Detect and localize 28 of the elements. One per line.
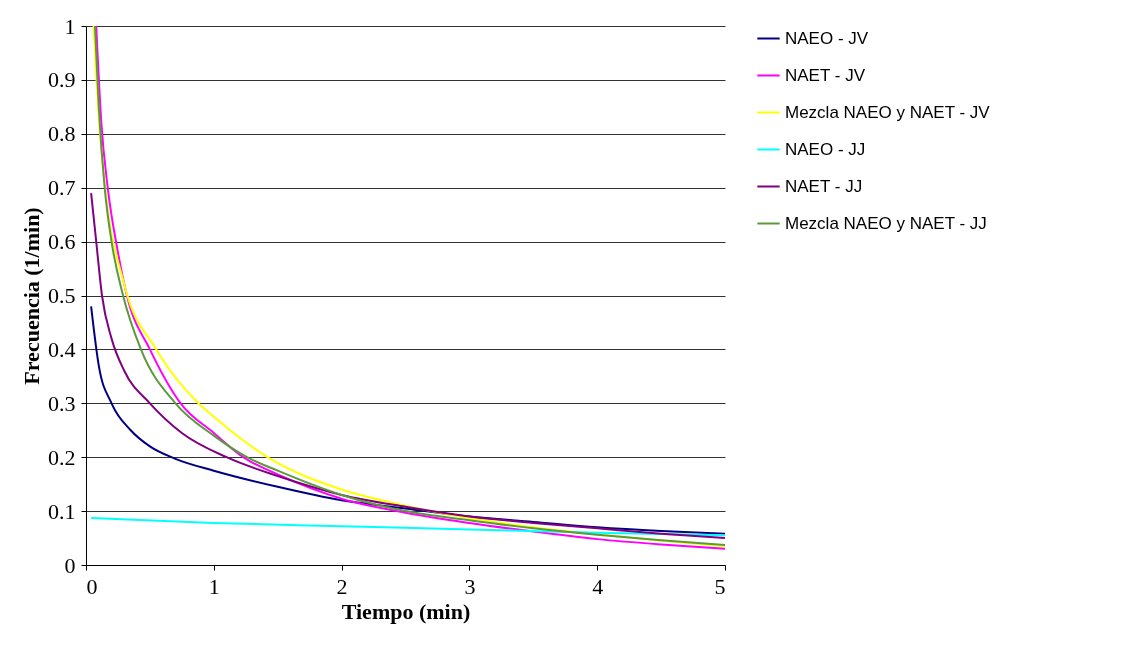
legend-label: Mezcla NAEO y NAET - JV bbox=[785, 102, 991, 122]
x-axis-title: Tiempo (min) bbox=[341, 598, 471, 624]
y-tick-label: 0.4 bbox=[48, 336, 76, 362]
line-series bbox=[90, 305, 726, 535]
line-series bbox=[90, 517, 726, 537]
y-tick-label: 0.2 bbox=[48, 444, 76, 470]
y-tick-label: 0.5 bbox=[48, 283, 76, 308]
y-tick-label: 0.7 bbox=[48, 175, 76, 201]
y-tick-label: 0.1 bbox=[48, 498, 76, 524]
y-tick-label: 0.6 bbox=[48, 229, 76, 255]
y-axis-title: Frecuencia (1/min) bbox=[19, 207, 44, 385]
legend-label: NAET - JJ bbox=[785, 176, 863, 196]
legend-label: NAEO - JV bbox=[785, 28, 869, 48]
y-tick-label: 0.3 bbox=[48, 390, 76, 416]
y-tick-label: 0 bbox=[64, 552, 76, 578]
legend-label: NAEO - JJ bbox=[785, 139, 866, 159]
y-tick-label: 1 bbox=[64, 13, 76, 39]
x-tick-label: 2 bbox=[336, 573, 348, 599]
legend-label: Mezcla NAEO y NAET - JJ bbox=[785, 213, 987, 233]
y-tick-label: 0.9 bbox=[48, 67, 76, 93]
x-tick-label: 4 bbox=[592, 573, 604, 599]
x-tick-label: 0 bbox=[86, 573, 98, 599]
line-series bbox=[90, 192, 726, 540]
y-tick-label: 0.8 bbox=[48, 121, 76, 147]
legend-label: NAET - JV bbox=[785, 65, 866, 85]
x-tick-label: 5 bbox=[714, 573, 726, 599]
x-tick-label: 1 bbox=[208, 573, 220, 599]
x-tick-label: 3 bbox=[464, 573, 476, 599]
